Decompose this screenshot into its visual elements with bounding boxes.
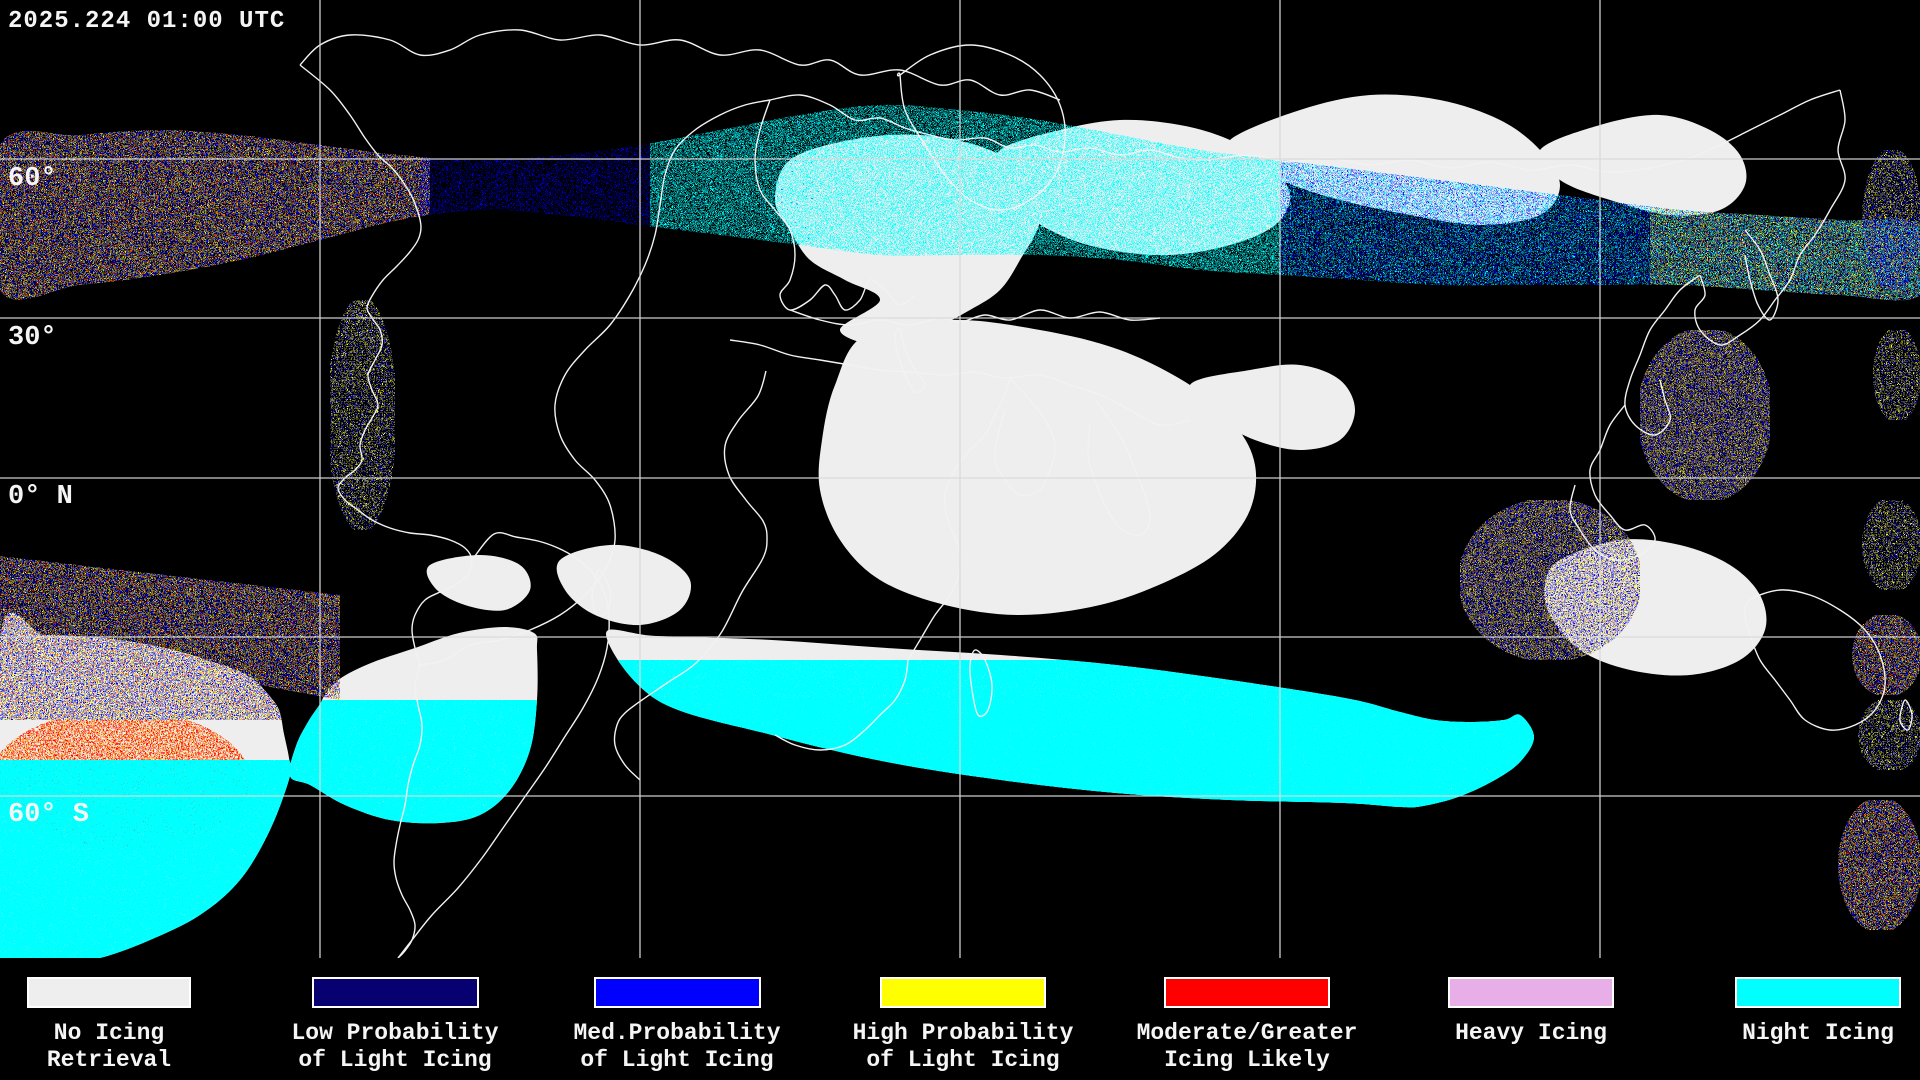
svg-text:Med.Probability: Med.Probability — [573, 1020, 780, 1046]
svg-text:Night Icing: Night Icing — [1742, 1020, 1894, 1046]
svg-text:Heavy Icing: Heavy Icing — [1455, 1020, 1607, 1046]
svg-text:of Light Icing: of Light Icing — [866, 1047, 1059, 1073]
svg-text:Icing Likely: Icing Likely — [1164, 1047, 1330, 1073]
svg-text:2025.224 01:00 UTC: 2025.224 01:00 UTC — [8, 8, 285, 35]
svg-text:Moderate/Greater: Moderate/Greater — [1137, 1020, 1358, 1046]
svg-text:of Light Icing: of Light Icing — [298, 1047, 491, 1073]
svg-text:Retrieval: Retrieval — [47, 1047, 171, 1073]
svg-text:0° N: 0° N — [8, 482, 73, 512]
svg-text:of Light Icing: of Light Icing — [580, 1047, 773, 1073]
svg-text:No Icing: No Icing — [54, 1020, 164, 1046]
svg-text:Low Probability: Low Probability — [291, 1020, 498, 1046]
svg-text:60° S: 60° S — [8, 800, 89, 830]
svg-text:High Probability: High Probability — [853, 1020, 1074, 1046]
svg-text:30°: 30° — [8, 323, 57, 353]
svg-text:60°: 60° — [8, 164, 57, 194]
